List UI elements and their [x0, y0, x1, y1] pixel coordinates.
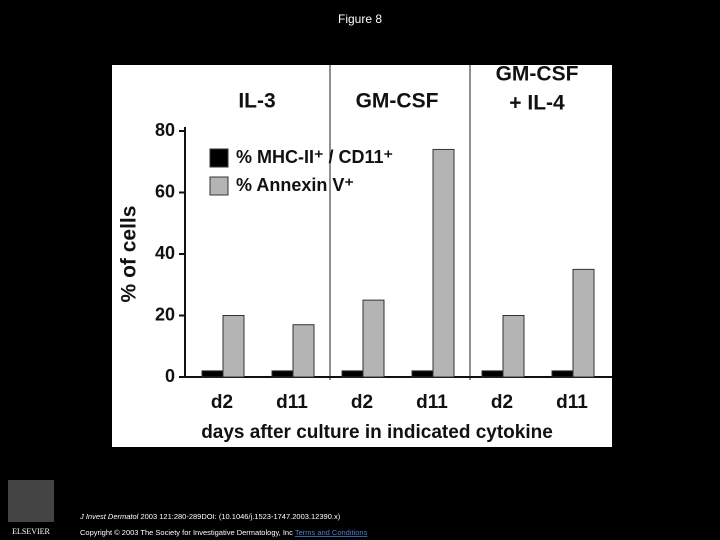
- x-tick-label: d11: [276, 392, 308, 413]
- x-tick-label: d11: [416, 392, 448, 413]
- y-tick-label: 60: [155, 181, 175, 201]
- journal: J Invest Dermatol: [79, 512, 139, 521]
- citation: J Invest Dermatol 2003 121:280-289DOI: (…: [79, 512, 341, 521]
- x-tick-label: d2: [351, 392, 373, 413]
- legend-label: % MHC-II⁺ / CD11⁺: [236, 147, 393, 167]
- y-tick-label: 80: [155, 120, 175, 140]
- bar: [271, 370, 294, 378]
- bar: [201, 370, 224, 378]
- group-label: GM-CSF: [356, 90, 439, 113]
- logo-text: ELSEVIER: [12, 527, 50, 536]
- group-label: + IL-4: [509, 92, 565, 115]
- x-tick-label: d11: [556, 392, 588, 413]
- bar: [502, 315, 525, 378]
- bar: [222, 315, 245, 378]
- citation-text: 2003 121:280-289DOI: (10.1046/j.1523-174…: [140, 512, 340, 521]
- bar: [411, 370, 434, 378]
- bar: [572, 268, 595, 378]
- bar: [432, 148, 455, 378]
- logo-image: [8, 480, 54, 522]
- y-axis-label: % of cells: [118, 206, 141, 303]
- bar: [362, 299, 385, 378]
- chart-panel: [112, 65, 612, 447]
- legend-swatch: [209, 176, 229, 196]
- group-label: GM-CSF: [496, 63, 579, 86]
- group-label: IL-3: [238, 90, 275, 113]
- y-tick-label: 20: [155, 304, 175, 324]
- x-axis-label: days after culture in indicated cytokine: [201, 422, 553, 443]
- footer: ELSEVIER J Invest Dermatol 2003 121:280-…: [8, 480, 368, 537]
- chart: % of cells days after culture in indicat…: [112, 63, 612, 447]
- x-tick-label: d2: [211, 392, 233, 413]
- copyright-text: Copyright © 2003 The Society for Investi…: [80, 528, 293, 537]
- y-tick-label: 40: [155, 243, 175, 263]
- terms-link[interactable]: Terms and Conditions: [295, 528, 368, 537]
- bar: [341, 370, 364, 378]
- bar: [292, 324, 315, 378]
- slide-title: Figure 8: [338, 12, 382, 26]
- y-tick-label: 0: [165, 366, 175, 386]
- copyright: Copyright © 2003 The Society for Investi…: [80, 528, 368, 537]
- legend-swatch: [209, 148, 229, 168]
- legend-label: % Annexin V⁺: [236, 175, 354, 195]
- x-tick-label: d2: [491, 392, 513, 413]
- bar: [551, 370, 574, 378]
- bar: [481, 370, 504, 378]
